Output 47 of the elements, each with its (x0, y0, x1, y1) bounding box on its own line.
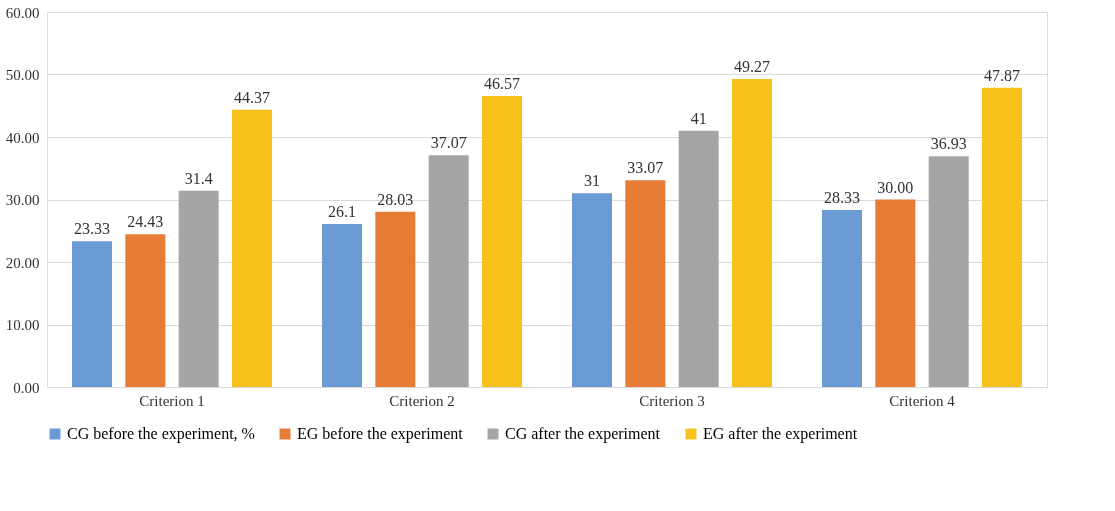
bar (875, 199, 916, 387)
data-label: 41 (690, 109, 707, 127)
data-label: 30.00 (877, 178, 914, 196)
data-label: 23.33 (74, 220, 110, 238)
data-label: 44.37 (234, 88, 270, 106)
bar (125, 234, 166, 387)
y-tick-label: 20.00 (5, 254, 40, 271)
data-label: 28.33 (824, 188, 860, 206)
bar (322, 223, 362, 387)
x-tick-label: Criterion 2 (389, 392, 455, 409)
y-tick-label: 50.00 (5, 67, 40, 83)
bar (982, 87, 1022, 387)
bar (625, 180, 666, 387)
data-label: 37.07 (430, 134, 467, 152)
data-label: 47.87 (984, 66, 1020, 84)
x-tick-label: Criterion 1 (139, 392, 205, 409)
legend-label: CG before the experiment, % (67, 425, 255, 443)
y-tick-label: 60.00 (5, 4, 40, 21)
bar (72, 241, 112, 387)
data-label: 24.43 (127, 213, 164, 231)
legend-label: EG after the experiment (703, 425, 858, 443)
y-tick-label: 40.00 (5, 129, 40, 146)
x-tick-label: Criterion 3 (639, 392, 705, 409)
x-tick-label: Criterion 4 (889, 392, 956, 409)
bar (178, 190, 219, 387)
data-label: 31.4 (184, 169, 213, 187)
y-tick-label: 30.00 (5, 192, 40, 208)
data-label: 36.93 (930, 135, 967, 153)
legend-label: EG before the experiment (297, 425, 464, 443)
bar (572, 193, 612, 387)
y-tick-label: 0.00 (13, 379, 40, 396)
data-label: 33.07 (627, 159, 664, 177)
bar (732, 79, 772, 387)
data-label: 46.57 (484, 74, 520, 92)
y-tick-label: 10.00 (5, 317, 40, 333)
bar (482, 95, 522, 387)
bar (232, 109, 272, 387)
bar (678, 130, 719, 387)
data-label: 49.27 (734, 58, 770, 76)
legend-label: CG after the experiment (505, 425, 661, 443)
bar (375, 211, 416, 387)
data-label: 31 (584, 172, 600, 190)
bar (428, 155, 469, 387)
data-label: 26.1 (328, 202, 356, 220)
data-label: 28.03 (377, 190, 414, 208)
bar (822, 209, 862, 387)
bar (928, 156, 969, 387)
